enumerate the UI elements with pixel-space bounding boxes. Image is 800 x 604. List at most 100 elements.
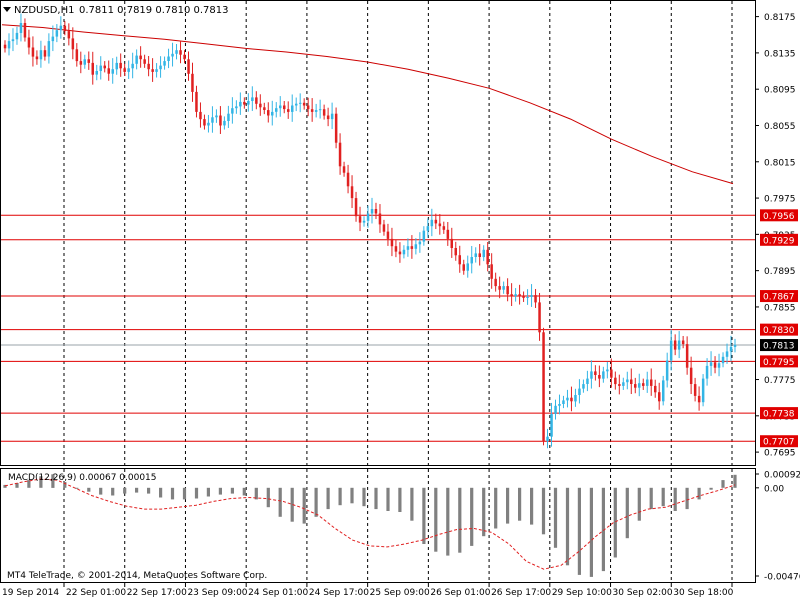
macd-signal-line <box>4 478 736 570</box>
candle-body <box>642 383 645 386</box>
macd-histogram-bar <box>458 487 462 553</box>
macd-histogram-bar <box>278 487 282 517</box>
macd-histogram-bar <box>613 487 617 558</box>
candle-body <box>87 59 90 63</box>
level-label-box <box>760 290 798 303</box>
candle-body <box>71 38 75 50</box>
candle-body <box>366 213 370 221</box>
candle-body <box>538 302 541 333</box>
moving-average-line <box>1 24 734 185</box>
vertical-gridlines <box>63 1 733 582</box>
macd-histogram-bar <box>422 487 426 544</box>
candle-body <box>111 69 114 74</box>
macd-histogram-bar <box>15 483 19 488</box>
candle-body <box>430 219 434 227</box>
level-label-box <box>760 435 798 448</box>
candle-body <box>306 105 310 110</box>
candle-body <box>394 246 398 252</box>
candle-body <box>530 295 533 297</box>
candle-body <box>338 142 342 167</box>
candle-body <box>139 55 142 60</box>
candle-body <box>378 213 382 225</box>
candle-body <box>442 226 446 230</box>
candle-body <box>322 109 326 116</box>
level-label-box <box>760 209 798 222</box>
candle-body <box>733 345 737 347</box>
time-tick-label: 30 Sep 18:00 <box>673 588 733 598</box>
macd-histogram-bar <box>709 487 713 490</box>
candle-body <box>215 115 218 118</box>
candles <box>3 13 737 449</box>
level-label-box <box>760 323 798 336</box>
macd-histogram-bar <box>99 487 103 495</box>
candle-body <box>179 50 182 55</box>
macd-histogram-bar <box>577 487 581 575</box>
candle-body <box>418 241 422 245</box>
candle-body <box>658 392 661 402</box>
macd-histogram-bar <box>506 487 510 524</box>
macd-histogram-bar <box>637 487 641 521</box>
candle-body <box>47 41 51 57</box>
candle-body <box>470 257 473 264</box>
time-tick-label: 24 Sep 01:00 <box>248 588 308 598</box>
macd-histogram-bar <box>386 487 390 511</box>
time-axis: 19 Sep 2014 22 Sep 01:00 22 Sep 17:00 23 Se… <box>2 582 734 598</box>
candle-body <box>191 73 194 92</box>
candle-body <box>522 296 525 298</box>
candle-body <box>131 63 134 69</box>
macd-histogram-bar <box>625 487 629 539</box>
candle-body <box>362 220 366 223</box>
candle-body <box>498 286 501 290</box>
candle-body <box>462 264 465 271</box>
level-label: 0.7738 <box>763 410 795 420</box>
candle-body <box>506 286 509 295</box>
candle-body <box>673 340 677 350</box>
macd-histogram-bar <box>182 487 187 500</box>
candle-body <box>550 414 553 437</box>
candle-body <box>518 294 521 296</box>
candle-body <box>490 264 493 279</box>
price-axis: 0.8175 0.8135 0.8095 0.8055 0.8015 0.7975 0.79… <box>755 13 800 583</box>
macd-histogram-bar <box>374 487 378 510</box>
candle-body <box>458 255 461 265</box>
candle-body <box>107 68 110 74</box>
macd-histogram-bar <box>230 487 234 494</box>
macd-histogram-bar <box>434 487 438 552</box>
macd-histogram-bar <box>565 487 570 566</box>
candle-body <box>43 50 47 57</box>
candle-body <box>398 251 402 255</box>
candle-body <box>689 367 693 384</box>
candle-body <box>115 62 118 70</box>
price-tick-label: 0.8015 <box>764 158 796 168</box>
candle-body <box>35 56 39 60</box>
symbol-label: NZDUSD,H1 <box>14 5 74 16</box>
price-tick-label: 0.8135 <box>764 49 796 59</box>
macd-histogram-bar <box>302 487 306 524</box>
candle-body <box>183 54 186 60</box>
level-label: 0.7929 <box>763 236 795 246</box>
candle-body <box>414 244 418 249</box>
candle-body <box>598 375 601 379</box>
candle-body <box>562 400 565 404</box>
candle-body <box>614 377 617 385</box>
candle-body <box>662 380 665 402</box>
price-panel-frame <box>0 0 756 466</box>
price-tick-label: 0.8175 <box>764 13 796 23</box>
candle-body <box>51 36 55 42</box>
candle-body <box>19 23 23 33</box>
price-tick-label: 0.7855 <box>764 303 796 313</box>
triangle-down-icon[interactable] <box>3 7 11 12</box>
candle-body <box>618 384 621 386</box>
candle-body <box>227 113 230 121</box>
macd-histogram-bar <box>123 487 127 494</box>
candle-body <box>646 379 649 386</box>
candle-body <box>721 356 725 364</box>
macd-panel-frame <box>0 468 756 583</box>
candle-body <box>199 111 202 120</box>
candle-body <box>634 384 637 388</box>
level-label: 0.7830 <box>763 326 795 336</box>
candle-body <box>610 369 613 378</box>
macd-histogram-bar <box>601 487 605 572</box>
